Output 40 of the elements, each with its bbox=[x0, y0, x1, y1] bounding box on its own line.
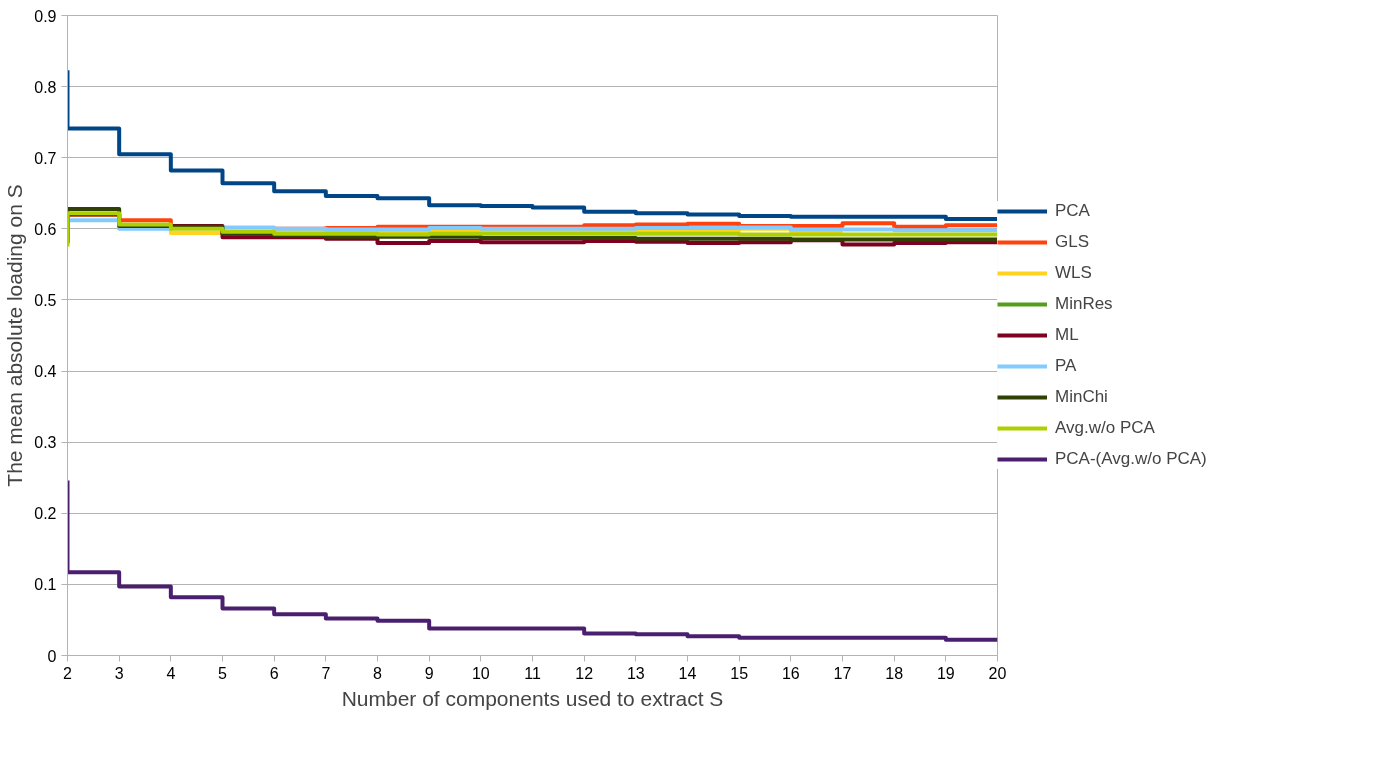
legend-label: PCA-(Avg.w/o PCA) bbox=[1055, 449, 1207, 469]
legend-label: MinChi bbox=[1055, 387, 1108, 407]
y-tick-label: 0.9 bbox=[34, 7, 57, 25]
x-tick-label: 19 bbox=[936, 664, 955, 682]
x-tick-label: 11 bbox=[524, 664, 541, 682]
y-tick-label: 0.5 bbox=[34, 291, 57, 309]
legend-label: GLS bbox=[1055, 232, 1090, 252]
x-tick-label: 5 bbox=[218, 664, 228, 682]
y-tick-label: 0.8 bbox=[34, 78, 57, 96]
y-tick-label: 0 bbox=[47, 647, 57, 665]
x-axis-title: Number of components used to extract S bbox=[341, 686, 724, 710]
x-tick-label: 8 bbox=[373, 664, 383, 682]
x-tick-label: 7 bbox=[321, 664, 331, 682]
legend-label: ML bbox=[1055, 325, 1079, 345]
x-tick-label: 15 bbox=[730, 664, 749, 682]
legend-label: WLS bbox=[1055, 263, 1092, 283]
legend-label: Avg.w/o PCA bbox=[1055, 418, 1155, 438]
x-tick-label: 16 bbox=[781, 664, 800, 682]
x-tick-label: 6 bbox=[269, 664, 279, 682]
x-tick-label: 4 bbox=[166, 664, 176, 682]
x-tick-label: 10 bbox=[471, 664, 490, 682]
x-tick-label: 17 bbox=[833, 664, 852, 682]
x-tick-label: 12 bbox=[575, 664, 594, 682]
x-tick-label: 13 bbox=[626, 664, 645, 682]
y-tick-label: 0.4 bbox=[34, 363, 57, 381]
y-tick-label: 0.1 bbox=[34, 576, 57, 594]
x-tick-label: 2 bbox=[63, 664, 73, 682]
x-tick-label: 20 bbox=[988, 664, 1007, 682]
x-tick-label: 14 bbox=[678, 664, 697, 682]
legend-label: PA bbox=[1055, 356, 1077, 376]
y-axis-title: The mean absolute loading on S bbox=[3, 184, 27, 487]
x-tick-label: 18 bbox=[885, 664, 904, 682]
legend-label: PCA bbox=[1055, 201, 1090, 221]
y-tick-label: 0.2 bbox=[34, 505, 57, 523]
x-tick-label: 3 bbox=[114, 664, 124, 682]
y-tick-label: 0.6 bbox=[34, 220, 57, 238]
y-tick-label: 0.7 bbox=[34, 149, 57, 167]
legend-label: MinRes bbox=[1055, 294, 1113, 314]
x-tick-label: 9 bbox=[424, 664, 434, 682]
y-tick-label: 0.3 bbox=[34, 434, 57, 452]
